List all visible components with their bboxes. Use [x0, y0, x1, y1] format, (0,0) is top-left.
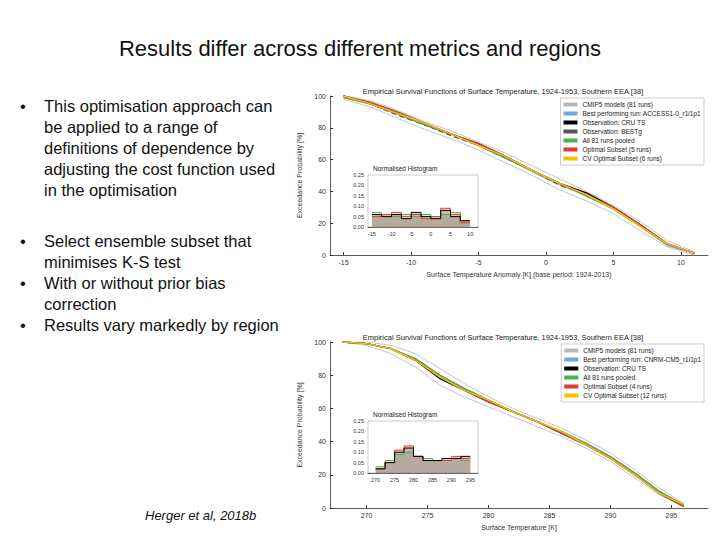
svg-text:0.00: 0.00	[353, 224, 364, 230]
svg-text:Normalised Histogram: Normalised Histogram	[373, 411, 437, 419]
svg-text:60: 60	[318, 405, 326, 412]
svg-text:100: 100	[314, 93, 326, 100]
html-text:Select ensemble subset that mi: Select ensemble subset that minimises K-…	[44, 232, 252, 271]
svg-text:-5: -5	[409, 231, 414, 237]
svg-text:0.00: 0.00	[353, 470, 364, 476]
html-text:Results vary markedly by regio: Results vary markedly by region	[44, 316, 279, 334]
svg-text:-10: -10	[388, 231, 396, 237]
svg-text:280: 280	[409, 477, 418, 483]
svg-text:0.20: 0.20	[353, 182, 364, 188]
svg-text:10: 10	[467, 231, 473, 237]
svg-text:CMIP5 models (81 runs): CMIP5 models (81 runs)	[583, 347, 653, 355]
svg-text:20: 20	[318, 471, 326, 478]
svg-text:Empirical Survival Functions o: Empirical Survival Functions of Surface …	[363, 87, 643, 96]
svg-text:CV Optimal Subset (6 runs): CV Optimal Subset (6 runs)	[582, 155, 661, 163]
svg-text:Observation: BESTg: Observation: BESTg	[582, 128, 642, 136]
svg-text:0.05: 0.05	[353, 460, 364, 466]
svg-text:295: 295	[666, 512, 678, 519]
svg-text:CMIP5 models (81 runs): CMIP5 models (81 runs)	[582, 101, 652, 109]
svg-text:-15: -15	[368, 231, 376, 237]
svg-text:275: 275	[390, 477, 399, 483]
svg-text:0.15: 0.15	[353, 193, 364, 199]
svg-text:270: 270	[361, 512, 373, 519]
svg-text:285: 285	[428, 477, 437, 483]
svg-text:0.10: 0.10	[353, 203, 364, 209]
svg-text:Optimal Subset (5 runs): Optimal Subset (5 runs)	[582, 146, 651, 154]
svg-text:All 81 runs pooled: All 81 runs pooled	[582, 137, 634, 145]
svg-text:5: 5	[612, 259, 616, 266]
svg-text:All 81 runs pooled: All 81 runs pooled	[583, 374, 635, 382]
svg-text:270: 270	[371, 477, 380, 483]
svg-text:0.15: 0.15	[353, 439, 364, 445]
html-text:Results differ across differen: Results differ across different metrics …	[118, 36, 602, 61]
svg-text:Surface Temperature Anomaly [K: Surface Temperature Anomaly [K] (base pe…	[426, 271, 611, 279]
svg-text:295: 295	[466, 477, 475, 483]
html-text:With or without prior bias cor: With or without prior bias correction	[44, 274, 226, 313]
svg-text:-10: -10	[406, 259, 416, 266]
svg-text:80: 80	[318, 372, 326, 379]
svg-text:0: 0	[544, 259, 548, 266]
svg-text:285: 285	[544, 512, 556, 519]
svg-text:0.05: 0.05	[353, 214, 364, 220]
svg-text:0: 0	[322, 252, 326, 259]
svg-text:Best performing run: CNRM-CM5_: Best performing run: CNRM-CM5_r1i1p1	[583, 356, 701, 364]
svg-text:100: 100	[314, 339, 326, 346]
svg-text:Exceedance Probability [%]: Exceedance Probability [%]	[296, 133, 304, 218]
svg-text:10: 10	[677, 259, 685, 266]
svg-text:275: 275	[422, 512, 434, 519]
html-text:This optimisation approach can: This optimisation approach can be applie…	[44, 97, 276, 199]
svg-text:0.25: 0.25	[353, 418, 364, 424]
svg-text:290: 290	[447, 477, 456, 483]
svg-text:Surface Temperature [K]: Surface Temperature [K]	[481, 524, 557, 532]
svg-text:Exceedance Probability [%]: Exceedance Probability [%]	[296, 382, 304, 467]
svg-text:280: 280	[483, 512, 495, 519]
svg-text:Observation: CRU TS: Observation: CRU TS	[583, 365, 646, 372]
svg-text:Empirical Survival Functions o: Empirical Survival Functions of Surface …	[363, 333, 643, 342]
svg-text:40: 40	[318, 188, 326, 195]
html-text:Herger et al, 2018b: Herger et al, 2018b	[145, 508, 257, 523]
svg-text:Optimal Subset (4 runs): Optimal Subset (4 runs)	[583, 383, 652, 391]
svg-text:60: 60	[318, 156, 326, 163]
svg-text:0.25: 0.25	[353, 172, 364, 178]
svg-text:-5: -5	[475, 259, 481, 266]
svg-text:Best performing run: ACCESS1-0: Best performing run: ACCESS1-0_r1i1p1	[582, 110, 701, 118]
svg-text:-15: -15	[338, 259, 348, 266]
svg-text:0.10: 0.10	[353, 449, 364, 455]
svg-text:20: 20	[318, 220, 326, 227]
svg-text:80: 80	[318, 124, 326, 131]
svg-text:290: 290	[605, 512, 617, 519]
svg-text:5: 5	[449, 231, 452, 237]
svg-text:CV Optimal Subset (12 runs): CV Optimal Subset (12 runs)	[583, 392, 666, 400]
svg-text:0: 0	[429, 231, 432, 237]
svg-text:0.20: 0.20	[353, 428, 364, 434]
svg-text:40: 40	[318, 438, 326, 445]
svg-text:Observation: CRU TS: Observation: CRU TS	[582, 119, 645, 126]
svg-text:Normalised Histogram: Normalised Histogram	[373, 165, 437, 173]
svg-text:0: 0	[322, 505, 326, 512]
